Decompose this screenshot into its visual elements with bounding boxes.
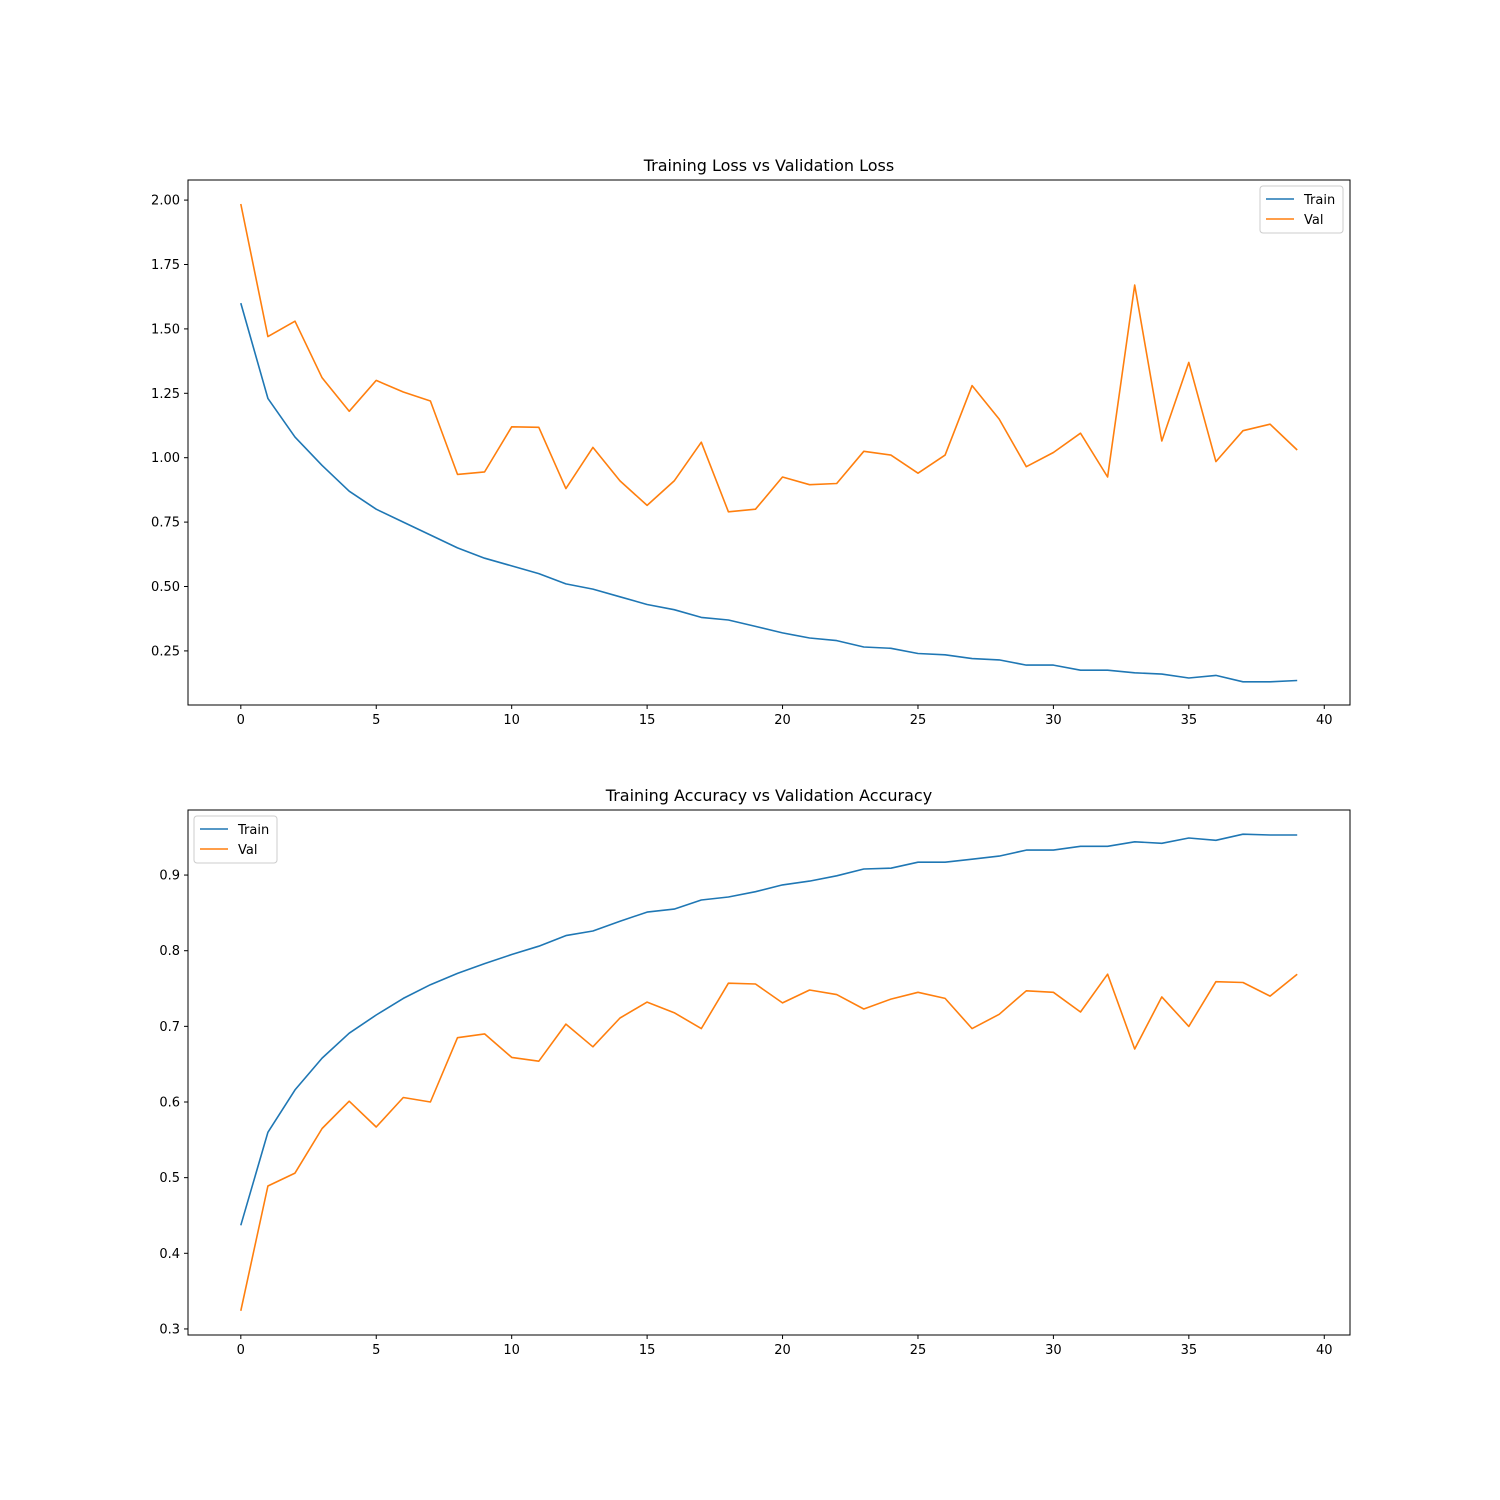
legend-label-train: Train [1303,193,1335,208]
y-tick-label: 1.50 [151,322,180,337]
y-tick-label: 1.75 [151,258,180,273]
x-tick-label: 15 [639,1343,656,1358]
legend-box [1259,185,1344,234]
chart-title: Training Loss vs Validation Loss [643,156,894,175]
y-tick-label: 0.6 [159,1096,180,1111]
chart-0: 0 5 10 15 20 25 30 35 40 0.25 0.50 0.75 1.00 1.25 1.50… [151,156,1351,728]
x-tick-label: 0 [237,1343,245,1358]
x-tick-label: 35 [1181,1343,1198,1358]
x-tick-label: 20 [774,1343,791,1358]
y-tick-label: 0.50 [151,580,180,595]
x-tick-label: 5 [372,713,380,728]
x-tick-label: 25 [910,1343,927,1358]
chart-title: Training Accuracy vs Validation Accuracy [605,786,932,805]
legend-box [193,815,278,864]
y-tick-label: 0.75 [151,516,180,531]
y-tick-label: 0.4 [159,1247,180,1262]
x-tick-label: 25 [910,713,927,728]
y-tick-label: 0.8 [159,944,180,959]
legend: Train Val [1259,185,1344,234]
y-tick-label: 0.9 [159,869,180,884]
x-tick-label: 5 [372,1343,380,1358]
x-tick-label: 30 [1045,1343,1062,1358]
y-tick-label: 2.00 [151,194,180,209]
x-tick-label: 40 [1316,1343,1333,1358]
axes-frame [187,179,1351,706]
y-tick-label: 0.5 [159,1171,180,1186]
x-tick-label: 35 [1181,713,1198,728]
y-tick-label: 1.00 [151,451,180,466]
legend-label-train: Train [237,823,269,838]
x-tick-label: 20 [774,713,791,728]
series-line-train [240,833,1298,1226]
x-tick-label: 10 [503,713,520,728]
y-tick-label: 1.25 [151,387,180,402]
x-tick-label: 10 [503,1343,520,1358]
legend-label-val: Val [1304,213,1323,228]
x-tick-label: 30 [1045,713,1062,728]
x-tick-label: 0 [237,713,245,728]
axes-frame [187,809,1351,1336]
series-line-train [240,302,1298,683]
y-tick-label: 0.7 [159,1020,180,1035]
y-tick-label: 0.25 [151,644,180,659]
y-tick-label: 0.3 [159,1322,180,1337]
series-line-val [240,203,1298,513]
x-tick-label: 15 [639,713,656,728]
x-tick-label: 40 [1316,713,1333,728]
series-line-val [240,973,1298,1311]
chart-1: 0 5 10 15 20 25 30 35 40 0.3 0.4 0.5 0.6 0.7 0.8 0.9 Tra… [159,786,1351,1358]
legend: Train Val [193,815,278,864]
legend-label-val: Val [238,843,257,858]
